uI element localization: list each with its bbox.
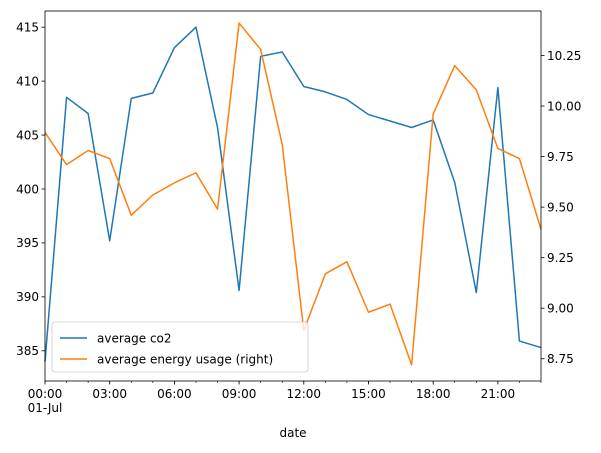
y-right-tick-label: 9.00 xyxy=(547,302,574,316)
y-right-tick-label: 9.75 xyxy=(547,150,574,164)
x-tick-label: 06:00 xyxy=(157,387,192,401)
y-left-tick-label: 405 xyxy=(16,128,39,142)
y-left-tick-label: 395 xyxy=(16,236,39,250)
series-line-2 xyxy=(44,22,542,366)
x-tick-label: 21:00 xyxy=(481,387,516,401)
x-tick-label: 09:00 xyxy=(222,387,257,401)
legend-label: average co2 xyxy=(97,331,172,345)
legend: average co2 average energy usage (right) xyxy=(51,321,309,373)
x-tick-label: 12:00 xyxy=(286,387,321,401)
y-left-tick-label: 390 xyxy=(16,290,39,304)
legend-box xyxy=(51,321,309,373)
legend-label: average energy usage (right) xyxy=(97,352,273,366)
series-line-1 xyxy=(44,26,542,362)
x-tick-label: 03:00 xyxy=(92,387,127,401)
x-tick-label: 00:00 xyxy=(28,387,63,401)
y-axis-right: 8.75 9.00 9.25 9.50 9.75 10.00 10.25 xyxy=(541,49,581,366)
x-tick-label: 18:00 xyxy=(416,387,451,401)
x-axis-label: date xyxy=(279,426,306,440)
plot-frame xyxy=(44,10,542,382)
y-right-tick-label: 9.25 xyxy=(547,251,574,265)
y-left-tick-label: 415 xyxy=(16,20,39,34)
x-tick-sublabel: 01-Jul xyxy=(28,401,63,415)
y-left-tick-label: 400 xyxy=(16,182,39,196)
x-tick-label: 15:00 xyxy=(351,387,386,401)
y-right-tick-label: 10.00 xyxy=(547,99,581,113)
y-right-tick-label: 9.50 xyxy=(547,200,574,214)
y-axis-left: 385 390 395 400 405 410 415 xyxy=(16,20,45,358)
y-right-tick-label: 10.25 xyxy=(547,49,581,63)
y-right-tick-label: 8.75 xyxy=(547,352,574,366)
plot-lines xyxy=(44,22,542,366)
y-left-tick-label: 385 xyxy=(16,344,39,358)
y-left-tick-label: 410 xyxy=(16,74,39,88)
